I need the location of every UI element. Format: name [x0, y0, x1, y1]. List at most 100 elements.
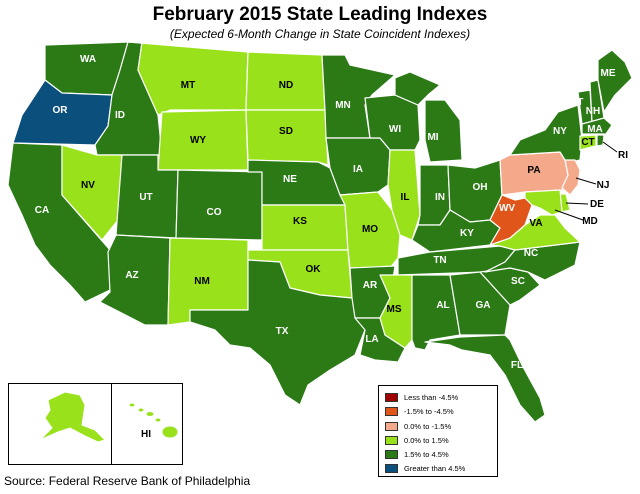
- state-label-NE: NE: [283, 174, 297, 185]
- state-IL[interactable]: [387, 149, 421, 241]
- state-FL[interactable]: [424, 334, 546, 423]
- hawaii-inset-frame: [111, 383, 183, 465]
- state-label-ID: ID: [115, 110, 125, 121]
- state-label-IL: IL: [401, 192, 410, 203]
- state-MA[interactable]: [581, 117, 613, 135]
- state-MI-lower[interactable]: [424, 99, 463, 163]
- state-MO[interactable]: [339, 191, 401, 269]
- legend: Less than -4.5% -1.5% to -4.5% 0.0% to -1.…: [378, 385, 498, 477]
- state-label-NH: NH: [586, 106, 600, 117]
- leader-line-MD: [554, 209, 584, 221]
- state-NJ[interactable]: [561, 159, 581, 196]
- legend-label: 0.0% to 1.5%: [404, 435, 449, 445]
- state-label-VT: VT: [571, 97, 584, 108]
- legend-swatch: [385, 393, 398, 402]
- leader-line-DE: [565, 202, 589, 205]
- legend-label: Greater than 4.5%: [404, 464, 466, 474]
- state-label-PA: PA: [527, 165, 540, 176]
- state-HI[interactable]: [128, 402, 179, 439]
- legend-label: Less than -4.5%: [404, 393, 459, 402]
- state-NC[interactable]: [484, 241, 581, 281]
- state-label-MS: MS: [387, 304, 402, 315]
- state-label-LA: LA: [365, 334, 378, 345]
- state-MD[interactable]: [524, 189, 563, 216]
- legend-item: Greater than 4.5%: [385, 462, 491, 475]
- state-label-IN: IN: [435, 192, 445, 203]
- legend-swatch: [385, 407, 398, 417]
- legend-item: 0.0% to 1.5%: [385, 434, 491, 447]
- state-AK[interactable]: [39, 391, 106, 443]
- state-label-WA: WA: [80, 54, 96, 65]
- state-label-MI: MI: [427, 132, 438, 143]
- state-KY[interactable]: [411, 209, 501, 253]
- leader-line-NJ: [575, 177, 597, 185]
- state-label-AZ: AZ: [125, 270, 138, 281]
- state-label-KY: KY: [460, 228, 474, 239]
- state-CT[interactable]: [579, 134, 597, 151]
- state-label-TN: TN: [433, 255, 446, 266]
- state-label-NM: NM: [194, 276, 210, 287]
- state-label-TX: TX: [276, 326, 289, 337]
- state-label-OK: OK: [306, 264, 322, 275]
- state-label-GA: GA: [476, 300, 491, 311]
- state-label-AR: AR: [363, 280, 378, 291]
- state-label-WI: WI: [389, 124, 401, 135]
- state-label-NJ: NJ: [597, 180, 610, 191]
- state-KS[interactable]: [261, 204, 349, 251]
- state-label-MT: MT: [181, 80, 195, 91]
- legend-swatch: [385, 450, 398, 460]
- state-label-ND: ND: [279, 80, 293, 91]
- state-label-FL: FL: [511, 360, 523, 371]
- state-label-MO: MO: [362, 224, 378, 235]
- state-WV[interactable]: [489, 194, 533, 246]
- state-SD[interactable]: [245, 109, 329, 166]
- state-label-MD: MD: [582, 216, 598, 227]
- state-label-MA: MA: [587, 124, 603, 135]
- state-label-WY: WY: [190, 135, 206, 146]
- state-label-NV: NV: [81, 180, 95, 191]
- state-label-RI: RI: [618, 150, 628, 161]
- state-TX[interactable]: [189, 259, 366, 406]
- state-RI[interactable]: [596, 134, 605, 147]
- state-label-KS: KS: [293, 216, 307, 227]
- state-label-SC: SC: [511, 276, 525, 287]
- legend-item: -1.5% to -4.5%: [385, 405, 491, 418]
- state-GA[interactable]: [449, 271, 511, 336]
- legend-label: 0.0% to -1.5%: [404, 421, 452, 431]
- state-label-OH: OH: [473, 182, 488, 193]
- legend-label: 1.5% to 4.5%: [404, 450, 449, 460]
- state-label-NC: NC: [524, 248, 538, 259]
- legend-swatch: [385, 464, 398, 474]
- state-label-AL: AL: [436, 300, 449, 311]
- state-label-MN: MN: [335, 100, 351, 111]
- state-CO[interactable]: [175, 169, 263, 241]
- legend-item: Less than -4.5%: [385, 391, 491, 404]
- state-label-SD: SD: [279, 126, 293, 137]
- state-label-DE: DE: [590, 199, 604, 210]
- legend-item: 0.0% to -1.5%: [385, 420, 491, 433]
- state-label-IA: IA: [353, 164, 363, 175]
- state-label-WV: WV: [499, 203, 515, 214]
- state-MI[interactable]: [394, 71, 441, 106]
- state-IN[interactable]: [417, 164, 451, 226]
- state-label-CO: CO: [207, 207, 222, 218]
- alaska-inset-frame: [8, 383, 112, 465]
- legend-label: -1.5% to -4.5%: [404, 407, 454, 417]
- map-subtitle: (Expected 6-Month Change in State Coinci…: [169, 27, 471, 41]
- state-label-CT: CT: [581, 137, 594, 148]
- legend-swatch: [385, 421, 398, 431]
- state-label-ME: ME: [601, 68, 616, 79]
- state-label-CA: CA: [35, 205, 49, 216]
- state-label-OR: OR: [53, 105, 69, 116]
- state-ME[interactable]: [597, 49, 633, 113]
- state-label-UT: UT: [139, 192, 152, 203]
- state-label-HI: HI: [141, 429, 151, 440]
- map-title: February 2015 State Leading Indexes: [152, 4, 488, 25]
- legend-item: 1.5% to 4.5%: [385, 448, 491, 461]
- source-note: Source: Federal Reserve Bank of Philadel…: [4, 474, 251, 488]
- leader-line-RI: [602, 141, 618, 153]
- state-label-NY: NY: [553, 126, 567, 137]
- state-label-VA: VA: [529, 218, 542, 229]
- legend-swatch: [385, 435, 398, 445]
